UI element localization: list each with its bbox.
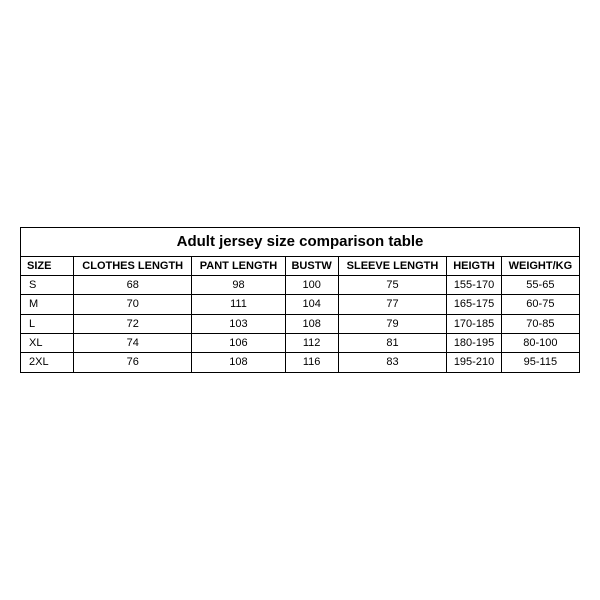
cell-weight: 60-75 [501,295,579,314]
col-sleeve-length: SLEEVE LENGTH [338,256,447,275]
table-row: L 72 103 108 79 170-185 70-85 [21,314,580,333]
cell-clothes: 74 [74,334,192,353]
cell-sleeve: 81 [338,334,447,353]
table-row: S 68 98 100 75 155-170 55-65 [21,276,580,295]
cell-bustw: 100 [285,276,338,295]
cell-pant: 98 [192,276,285,295]
cell-height: 155-170 [447,276,502,295]
table-container: Adult jersey size comparison table SIZE … [0,0,600,600]
col-height: HEIGTH [447,256,502,275]
cell-bustw: 116 [285,353,338,372]
col-clothes-length: CLOTHES LENGTH [74,256,192,275]
cell-clothes: 68 [74,276,192,295]
col-pant-length: PANT LENGTH [192,256,285,275]
cell-weight: 95-115 [501,353,579,372]
cell-height: 195-210 [447,353,502,372]
cell-bustw: 108 [285,314,338,333]
title-row: Adult jersey size comparison table [21,228,580,257]
cell-size: L [21,314,74,333]
cell-pant: 106 [192,334,285,353]
cell-clothes: 72 [74,314,192,333]
cell-sleeve: 79 [338,314,447,333]
cell-size: XL [21,334,74,353]
cell-sleeve: 83 [338,353,447,372]
cell-sleeve: 77 [338,295,447,314]
cell-clothes: 70 [74,295,192,314]
cell-pant: 103 [192,314,285,333]
table-row: M 70 111 104 77 165-175 60-75 [21,295,580,314]
table-title: Adult jersey size comparison table [21,228,580,257]
cell-height: 170-185 [447,314,502,333]
col-weight: WEIGHT/KG [501,256,579,275]
cell-weight: 70-85 [501,314,579,333]
cell-pant: 111 [192,295,285,314]
cell-height: 180-195 [447,334,502,353]
cell-sleeve: 75 [338,276,447,295]
cell-weight: 80-100 [501,334,579,353]
size-comparison-table: Adult jersey size comparison table SIZE … [20,227,580,372]
col-bustw: BUSTW [285,256,338,275]
cell-size: M [21,295,74,314]
col-size: SIZE [21,256,74,275]
header-row: SIZE CLOTHES LENGTH PANT LENGTH BUSTW SL… [21,256,580,275]
table-row: XL 74 106 112 81 180-195 80-100 [21,334,580,353]
cell-size: 2XL [21,353,74,372]
cell-size: S [21,276,74,295]
cell-pant: 108 [192,353,285,372]
table-row: 2XL 76 108 116 83 195-210 95-115 [21,353,580,372]
cell-clothes: 76 [74,353,192,372]
cell-bustw: 112 [285,334,338,353]
cell-height: 165-175 [447,295,502,314]
cell-bustw: 104 [285,295,338,314]
cell-weight: 55-65 [501,276,579,295]
